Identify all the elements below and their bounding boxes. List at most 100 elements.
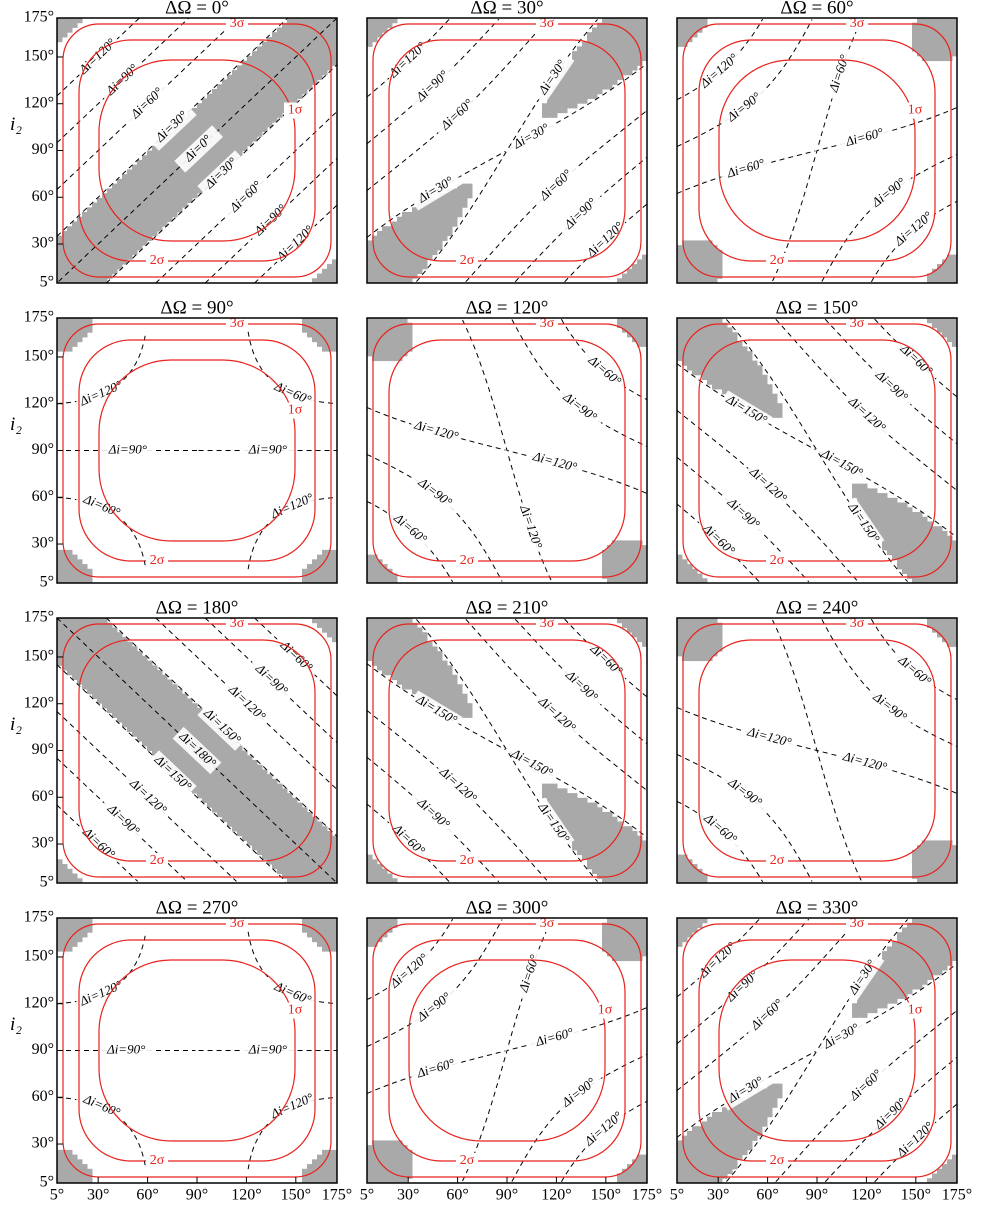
- panel-title: ΔΩ = 120°: [466, 297, 549, 318]
- gray-region: [242, 835, 337, 841]
- gray-region: [562, 70, 633, 76]
- label-bg: [123, 80, 172, 128]
- sigma-label: 1σ: [288, 103, 303, 118]
- frame: [676, 617, 958, 884]
- gray-region: [597, 873, 647, 879]
- gray-region: [237, 830, 333, 837]
- gray-region: [57, 32, 68, 38]
- gray-region: [677, 859, 693, 865]
- sigma-contour: [98, 59, 296, 242]
- gray-region: [642, 641, 647, 647]
- gray-region: [622, 622, 647, 628]
- y-tick-label: 5°: [40, 874, 54, 891]
- label-bg: [222, 680, 271, 728]
- gray-region: [257, 849, 337, 856]
- gray-region: [392, 221, 458, 227]
- x-tick-label: 120°: [231, 1187, 261, 1204]
- gray-region: [547, 98, 588, 104]
- delta-i-contour: [465, 110, 647, 283]
- contour-label-group: Δi=60°: [527, 1023, 582, 1053]
- gray-region: [677, 868, 703, 875]
- gray-region: [862, 988, 913, 995]
- contour-label-group: Δi=90°: [556, 663, 606, 711]
- y-axis-label: i₂: [10, 1014, 22, 1035]
- label-bg: [841, 391, 891, 439]
- gray-region: [57, 627, 118, 633]
- gray-region: [367, 268, 423, 275]
- gray-region: [307, 332, 337, 338]
- gray-region: [57, 1178, 93, 1183]
- gray-region: [437, 703, 473, 709]
- gray-region: [302, 578, 337, 583]
- gray-region: [917, 18, 957, 24]
- label-bg: [536, 318, 558, 332]
- gray-region: [872, 970, 943, 976]
- sigma-contour: [78, 339, 316, 562]
- gray-region: [677, 1159, 738, 1165]
- gray-region: [677, 873, 708, 879]
- gray-region: [947, 641, 957, 647]
- x-tick-label: 60°: [136, 1187, 158, 1204]
- gray-region: [617, 322, 647, 328]
- gray-region: [702, 1121, 768, 1127]
- sigma-contour: [388, 39, 626, 262]
- gray-region: [687, 1130, 763, 1137]
- y-tick-label: 5°: [40, 274, 54, 291]
- gray-region: [427, 197, 468, 204]
- gray-region: [692, 1126, 763, 1132]
- contour-label-group: Δi=60°: [74, 1089, 129, 1125]
- gray-region: [367, 564, 388, 570]
- gray-region: [57, 646, 138, 652]
- sigma-contour: [98, 959, 296, 1142]
- contour-label-group: Δi=30°: [815, 1017, 869, 1057]
- gray-region: [547, 93, 598, 99]
- gray-region: [552, 807, 603, 813]
- sigma-label: 2σ: [460, 253, 475, 268]
- gray-region: [607, 545, 647, 551]
- gray-region: [367, 1178, 408, 1183]
- label-bg: [100, 1042, 153, 1059]
- gray-region: [592, 868, 647, 875]
- label-bg: [841, 1062, 891, 1110]
- panel-title: ΔΩ = 30°: [470, 0, 543, 18]
- label-bg: [146, 253, 168, 269]
- gray-region: [617, 1173, 647, 1179]
- gray-region: [677, 1145, 753, 1151]
- contour-label-group: Δi=120°: [384, 948, 435, 995]
- label-bg: [433, 91, 483, 139]
- gray-region: [927, 278, 957, 283]
- panel-title: ΔΩ = 180°: [156, 597, 239, 618]
- gray-region: [737, 1097, 778, 1104]
- gray-region: [417, 202, 468, 208]
- gray-region: [707, 1116, 768, 1122]
- gray-region: [632, 264, 647, 270]
- gray-region: [57, 36, 63, 43]
- gray-region: [402, 684, 463, 690]
- gray-region: [312, 278, 337, 283]
- gray-region: [677, 322, 728, 328]
- gray-region: [367, 651, 443, 657]
- gray-region: [897, 559, 957, 565]
- gray-region: [367, 332, 413, 338]
- label-bg: [693, 936, 743, 985]
- contour-label-group: Δi=120°: [841, 391, 891, 439]
- gray-region: [642, 254, 647, 260]
- gray-region: [677, 264, 723, 270]
- gray-region: [587, 864, 647, 870]
- gray-region: [602, 559, 647, 565]
- delta-i-contour: [367, 919, 503, 1048]
- label-bg: [864, 685, 915, 731]
- panel-title: ΔΩ = 330°: [776, 897, 859, 918]
- frame: [366, 317, 648, 584]
- sigma-label: 2σ: [460, 853, 475, 868]
- x-tick-label: 30°: [707, 1187, 729, 1204]
- gray-region: [317, 622, 337, 628]
- sigma-contour: [372, 323, 642, 578]
- gray-region: [677, 22, 708, 28]
- gray-region: [907, 922, 957, 928]
- gray-region: [367, 868, 388, 875]
- gray-region: [322, 268, 337, 275]
- gray-region: [902, 927, 957, 933]
- y-tick-label: 150°: [24, 648, 54, 665]
- gray-region: [677, 641, 723, 647]
